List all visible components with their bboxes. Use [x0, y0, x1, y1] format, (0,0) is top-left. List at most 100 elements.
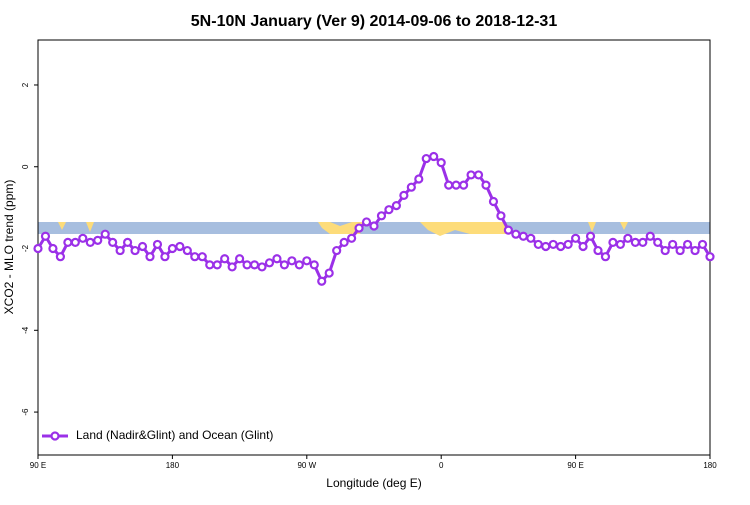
data-point — [190, 252, 200, 262]
data-point — [317, 276, 327, 286]
data-point — [548, 239, 558, 250]
data-point — [518, 231, 528, 241]
data-point — [615, 239, 626, 250]
data-point — [339, 237, 349, 247]
series-line — [36, 154, 712, 284]
data-point — [115, 245, 125, 256]
data-point — [122, 237, 133, 247]
data-point — [376, 211, 387, 221]
data-point — [690, 245, 700, 256]
data-point — [160, 252, 170, 262]
data-point — [130, 245, 140, 256]
data-point — [55, 252, 66, 262]
x-tick-label: 180 — [703, 461, 717, 470]
data-point — [399, 190, 409, 200]
data-point — [593, 245, 603, 256]
data-point — [675, 245, 685, 256]
x-tick-label: 180 — [166, 461, 180, 470]
data-point — [85, 237, 95, 247]
data-point — [570, 233, 581, 243]
data-point — [563, 239, 573, 250]
data-point — [33, 243, 43, 254]
data-point — [40, 231, 51, 241]
data-point — [361, 217, 372, 227]
y-tick-label: -2 — [21, 244, 30, 252]
data-point — [48, 243, 58, 254]
land-strip — [318, 222, 366, 234]
data-point — [585, 231, 596, 241]
data-point — [429, 151, 439, 162]
data-point — [197, 252, 207, 262]
data-point — [354, 223, 364, 233]
x-tick-label: 0 — [439, 461, 444, 470]
data-point — [406, 182, 416, 192]
data-point — [279, 260, 289, 270]
data-point — [496, 211, 506, 221]
data-point — [384, 205, 394, 215]
data-point — [272, 254, 282, 264]
legend-label: Land (Nadir&Glint) and Ocean (Glint) — [76, 428, 273, 442]
data-point — [481, 180, 491, 190]
data-point — [682, 239, 693, 250]
x-axis-label: Longitude (deg E) — [326, 476, 421, 490]
data-point — [369, 221, 379, 231]
data-point — [242, 260, 252, 270]
data-point — [466, 170, 476, 180]
data-point — [503, 225, 513, 235]
chart-title: 5N-10N January (Ver 9) 2014-09-06 to 201… — [191, 13, 558, 30]
legend-marker — [50, 431, 60, 441]
data-point — [93, 235, 103, 245]
data-point — [235, 254, 245, 264]
data-point — [100, 229, 110, 239]
data-point — [608, 237, 618, 247]
data-point — [347, 233, 357, 243]
data-point — [78, 233, 88, 243]
data-point — [205, 260, 215, 270]
data-point — [444, 180, 454, 190]
x-tick-label: 90 W — [297, 461, 316, 470]
data-point — [488, 196, 499, 207]
data-point — [451, 180, 461, 190]
data-point — [182, 245, 192, 256]
data-point — [332, 245, 342, 256]
data-point — [324, 268, 334, 278]
data-point — [697, 239, 708, 250]
data-point — [287, 256, 297, 266]
land-strip — [420, 222, 515, 236]
data-point — [705, 252, 715, 262]
data-point — [473, 170, 484, 180]
data-point — [421, 153, 431, 164]
data-point — [526, 233, 536, 243]
x-tick-label: 90 E — [30, 461, 46, 470]
y-axis-label: XCO2 - MLO trend (ppm) — [2, 180, 16, 315]
y-tick-label: -6 — [21, 408, 30, 416]
data-point — [414, 174, 424, 184]
data-point — [227, 262, 237, 272]
data-point — [294, 260, 304, 270]
data-point — [660, 245, 670, 256]
data-point — [257, 262, 267, 272]
data-point — [220, 254, 230, 264]
data-point — [145, 252, 155, 262]
data-point — [511, 229, 521, 239]
data-point — [391, 200, 401, 211]
data-point — [70, 237, 80, 247]
data-point — [249, 260, 260, 270]
data-point — [152, 239, 163, 250]
data-point — [645, 231, 655, 241]
data-point — [533, 239, 543, 250]
data-point — [63, 237, 73, 247]
data-point — [175, 241, 185, 252]
data-point — [108, 237, 118, 247]
data-point — [436, 158, 446, 168]
data-point — [264, 258, 275, 268]
data-point — [668, 239, 678, 250]
data-point — [137, 241, 148, 252]
data-point — [556, 241, 566, 252]
data-point — [167, 243, 177, 254]
data-point — [653, 237, 663, 247]
x-tick-label: 90 E — [567, 461, 583, 470]
data-point — [578, 241, 588, 252]
